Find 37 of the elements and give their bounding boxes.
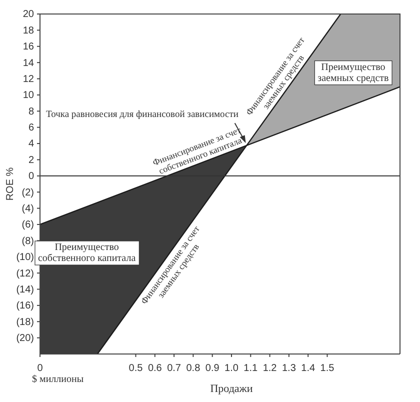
y-tick-label: 18 — [22, 25, 34, 36]
x-tick-label: 0 — [37, 363, 44, 374]
y-tick-label: 12 — [22, 74, 34, 85]
y-tick-label: (10) — [16, 252, 34, 264]
y-tick-label: (8) — [22, 236, 34, 247]
x-tick-label: 0.9 — [205, 363, 220, 374]
x-axis-title: Продажи — [210, 383, 253, 395]
y-tick-label: (18) — [16, 316, 34, 328]
x-tick-label: 1.3 — [282, 363, 296, 374]
x-tick-label: 1.1 — [244, 363, 258, 374]
y-axis-title: ROE % — [5, 167, 16, 201]
x-tick-label: 0.8 — [186, 363, 201, 374]
x-tick-label: 1.4 — [301, 363, 316, 374]
y-tick-label: 4 — [28, 138, 34, 150]
annotation: Точка равновесия для финансовой зависимости — [46, 110, 238, 120]
y-tick-label: 2 — [28, 154, 34, 166]
y-tick-label: (4) — [22, 203, 34, 214]
y-tick-label: 10 — [22, 90, 34, 102]
x-tick-label: 1.0 — [224, 363, 239, 374]
y-tick-label: 8 — [28, 106, 34, 118]
y-tick-label: (6) — [22, 220, 34, 231]
y-tick-label: 6 — [28, 122, 34, 134]
y-tick-label: 0 — [28, 171, 34, 182]
y-tick-label: 14 — [22, 58, 34, 69]
x-tick-label: 0.7 — [167, 363, 182, 374]
x-tick-label: 1.5 — [320, 363, 335, 374]
x-tick-label: 0.5 — [128, 363, 144, 374]
y-tick-label: (2) — [22, 187, 34, 198]
y-tick-label: (14) — [16, 284, 34, 296]
y-tick-label: (20) — [16, 333, 34, 344]
y-tick-label: 20 — [22, 9, 34, 20]
text: $ миллионы — [32, 374, 84, 385]
x-tick-label: 1.2 — [262, 363, 278, 374]
y-tick-label: (16) — [16, 300, 34, 312]
y-tick-label: 16 — [22, 42, 34, 53]
y-tick-label: (12) — [16, 268, 34, 280]
x-tick-label: 0.6 — [148, 363, 162, 374]
